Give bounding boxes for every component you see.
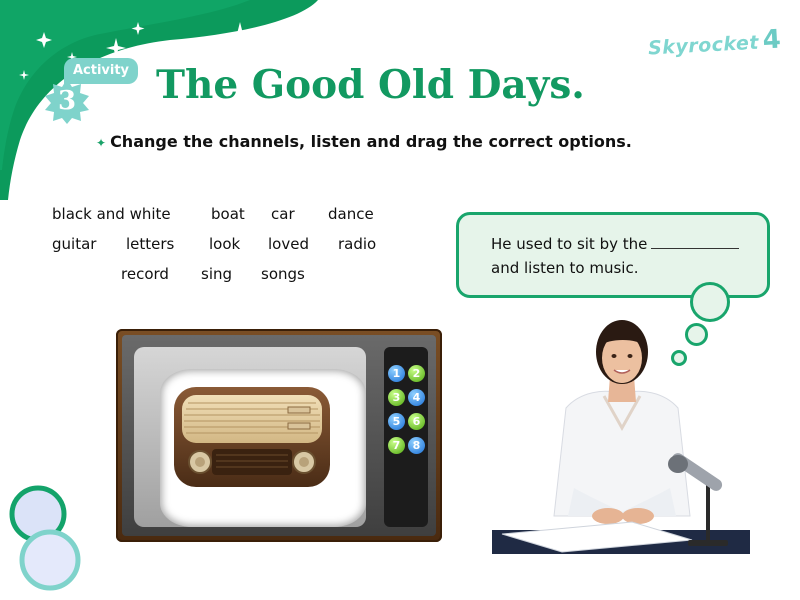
word-option[interactable]: sing (201, 265, 233, 283)
channel-button[interactable]: 5 (388, 413, 405, 430)
brand-logo: Skyrocket4 (647, 25, 782, 62)
news-presenter-illustration (492, 320, 750, 554)
sentence-text-1: He used to sit by the (491, 235, 648, 253)
channel-button[interactable]: 4 (408, 389, 425, 406)
sparkle-bullet-icon: ✦ (96, 136, 107, 150)
activity-tag: Activity (64, 58, 138, 84)
decorative-rings (9, 485, 81, 591)
old-radio-icon (174, 387, 330, 487)
sentence-text-2: and listen to music. (491, 259, 639, 277)
word-option[interactable]: loved (268, 235, 309, 253)
word-option[interactable]: look (209, 235, 241, 253)
word-option[interactable]: radio (338, 235, 377, 253)
corner-swoosh (0, 0, 318, 200)
page-title: The Good Old Days. (156, 62, 585, 108)
channel-button[interactable]: 6 (408, 413, 425, 430)
channel-button[interactable]: 1 (388, 365, 405, 382)
word-option[interactable]: guitar (52, 235, 97, 253)
thought-circle (671, 350, 687, 366)
thought-circle (685, 323, 708, 346)
word-option[interactable]: record (121, 265, 169, 283)
channel-button[interactable]: 7 (388, 437, 405, 454)
word-option[interactable]: dance (328, 205, 374, 223)
answer-drop-zone[interactable] (651, 236, 740, 249)
activity-star-icon (45, 79, 89, 124)
channel-panel: 1 2 3 4 5 6 7 8 (384, 347, 428, 527)
sentence-line-1: He used to sit by the (491, 235, 740, 253)
word-option[interactable]: boat (211, 205, 245, 223)
instruction-text: Change the channels, listen and drag the… (110, 132, 632, 151)
speech-bubble: He used to sit by the and listen to musi… (456, 212, 770, 298)
channel-button[interactable]: 3 (388, 389, 405, 406)
channel-button[interactable]: 2 (408, 365, 425, 382)
word-option[interactable]: car (271, 205, 295, 223)
brand-level: 4 (761, 24, 783, 56)
sparkle-icons (19, 22, 255, 80)
word-option[interactable]: black and white (52, 205, 171, 223)
brand-name: Skyrocket (647, 31, 760, 60)
word-option[interactable]: letters (126, 235, 175, 253)
channel-button[interactable]: 8 (408, 437, 425, 454)
thought-circle (690, 282, 730, 322)
activity-number: 3 (57, 86, 77, 116)
instruction: ✦ Change the channels, listen and drag th… (96, 132, 632, 151)
word-option[interactable]: songs (261, 265, 305, 283)
